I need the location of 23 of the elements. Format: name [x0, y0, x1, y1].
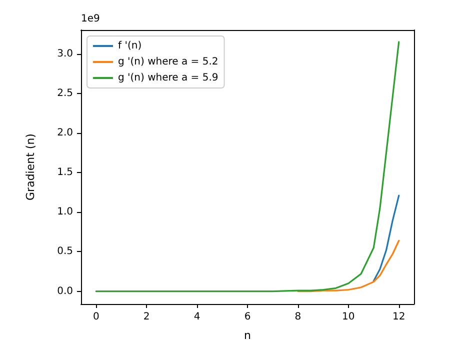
y-tick-label: 3.0: [57, 48, 73, 60]
x-tick-label: 6: [244, 312, 251, 322]
x-tick-label: 8: [294, 312, 302, 322]
legend-label: g '(n) where a = 5.2: [118, 56, 218, 68]
y-tick-label: 1.0: [57, 206, 73, 218]
x-tick-label: 4: [194, 312, 200, 322]
x-axis-title: n: [244, 329, 252, 342]
y-tick-label: 0.5: [57, 246, 73, 258]
y-tick-label: 2.0: [57, 127, 73, 138]
line-series: [297, 240, 400, 292]
y-tick-label: 1.5: [57, 167, 73, 178]
x-tick-label: 12: [392, 312, 406, 322]
x-tick-label: 2: [143, 312, 150, 322]
y-axis-title: Gradient (n): [24, 134, 37, 200]
legend-label: f '(n): [118, 40, 142, 52]
line-series: [372, 194, 400, 282]
x-tick-label: 0: [92, 312, 100, 322]
line-series: [95, 41, 400, 292]
x-tick-label: 10: [342, 312, 355, 322]
text: 1e9: [81, 14, 100, 24]
y-tick-label: 0.0: [57, 286, 73, 297]
legend-label: g '(n) where a = 5.9: [118, 72, 218, 84]
y-tick-label: 2.5: [57, 88, 73, 99]
